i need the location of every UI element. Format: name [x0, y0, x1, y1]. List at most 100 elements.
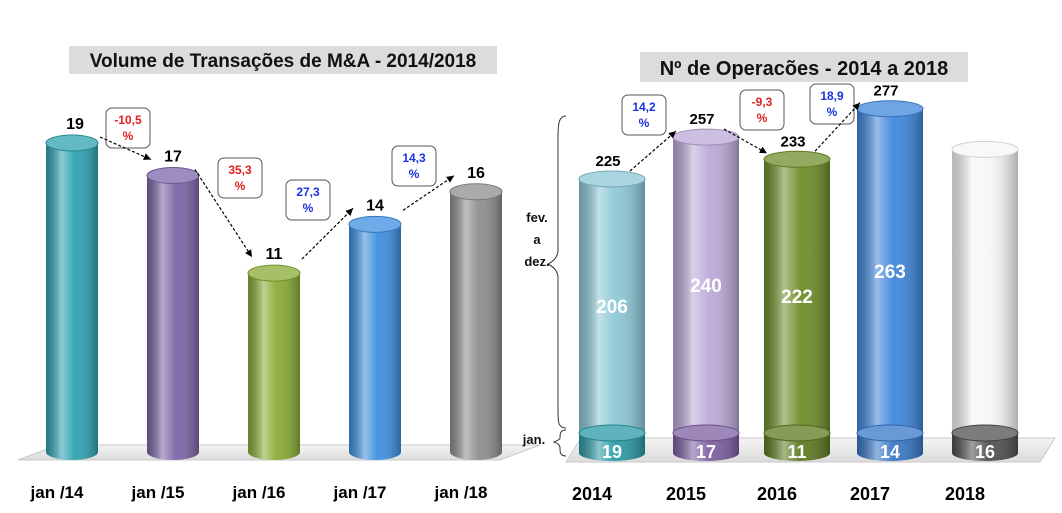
right-chart-title: Nº de Operacões - 2014 a 2018 [660, 58, 949, 80]
right-segment-label: 206 [596, 297, 628, 318]
right-bar-upper-2018-shading [952, 149, 1018, 441]
left-bar-jan15-top [146, 167, 200, 185]
right-total-label: 277 [873, 83, 898, 100]
left-value-label: 14 [366, 197, 384, 214]
right-x-tick: 2017 [850, 484, 890, 504]
left-bar-jan16-shading [248, 273, 300, 460]
right-bar-upper-2017 [856, 100, 924, 441]
left-change-3-value: 27,3 [296, 185, 320, 199]
left-bar-jan16-top [247, 264, 301, 282]
right-bar-upper-2014-shading [579, 179, 645, 441]
right-total-label: 233 [780, 133, 805, 150]
right-bar-jan-2018-top [951, 424, 1019, 442]
right-x-tick: 2015 [666, 484, 706, 504]
left-bar-jan14-shading [46, 143, 98, 460]
right-bar-upper-2014 [578, 170, 646, 441]
right-bar-jan-2018 [951, 424, 1019, 461]
right-bar-upper-2018-top [951, 140, 1019, 158]
bracket-label-a: a [533, 232, 541, 247]
left-chart-title: Volume de Transações de M&A - 2014/2018 [90, 51, 477, 72]
right-bar-jan-2017-top [856, 424, 924, 442]
right-change-2-percent: % [757, 111, 768, 125]
right-bar-jan-2014 [578, 424, 646, 461]
right-change-1-box [621, 94, 667, 136]
left-change-1-percent: % [123, 129, 134, 143]
left-value-label: 19 [66, 116, 84, 133]
left-bar-jan15 [146, 167, 200, 461]
right-change-3-percent: % [827, 105, 838, 119]
right-total-label: 225 [595, 153, 620, 170]
left-x-tick: jan /16 [232, 483, 286, 502]
left-change-4-value: 14,3 [402, 151, 426, 165]
right-bar-jan-2016-top [763, 424, 831, 442]
right-bar-upper-2015-shading [673, 137, 739, 441]
bracket-label-dez: dez. [524, 254, 549, 269]
bracket-label-jan: jan. [522, 432, 545, 447]
left-x-tick: jan /14 [30, 483, 84, 502]
left-bar-jan18-shading [450, 191, 502, 460]
left-bar-jan16 [247, 264, 301, 460]
right-x-tick: 2018 [945, 484, 985, 504]
right-bar-upper-2015 [672, 128, 740, 441]
left-bar-jan15-shading [147, 175, 199, 461]
right-x-tick: 2016 [757, 484, 797, 504]
right-segment-label: 240 [690, 276, 722, 297]
right-jan-label: 16 [975, 442, 995, 462]
left-change-1-value: -10,5 [114, 113, 142, 127]
jan-bracket [552, 429, 567, 457]
right-jan-label: 11 [787, 442, 806, 462]
right-change-3-arrow [814, 102, 861, 152]
right-bar-upper-2017-top [856, 100, 924, 118]
right-bar-jan-2016 [763, 424, 831, 461]
right-bar-jan-2015-top [672, 424, 740, 442]
left-x-tick: jan /15 [131, 483, 185, 502]
left-bar-jan17-top [348, 215, 402, 233]
bracket-label-fev: fev. [526, 210, 547, 225]
left-change-1-box [105, 107, 151, 149]
left-bar-jan18 [449, 183, 503, 460]
right-bar-upper-2016 [763, 150, 831, 441]
left-change-3-box [285, 179, 331, 221]
right-bar-upper-2014-top [578, 170, 646, 188]
left-value-label: 17 [164, 149, 182, 166]
left-change-4-arrow [402, 175, 455, 211]
right-chart-title-background [640, 52, 968, 82]
right-segment-label: 263 [874, 262, 906, 283]
left-change-3-arrow [301, 207, 354, 260]
left-chart-title-background [69, 46, 497, 74]
right-change-1-percent: % [639, 116, 650, 130]
right-bar-jan-2017 [856, 424, 924, 461]
left-x-tick: jan /18 [434, 483, 488, 502]
right-chart: Nº de Operacões - 2014 a 2018 fev. a dez… [522, 52, 1056, 504]
right-bar-jan-2014-top [578, 424, 646, 442]
left-change-4-box [391, 145, 437, 187]
right-bar-upper-2016-top [763, 150, 831, 168]
right-segment-label: 222 [781, 287, 813, 308]
left-change-1-arrow [99, 136, 152, 161]
left-change-2-percent: % [235, 179, 246, 193]
left-value-label: 16 [467, 165, 485, 182]
right-jan-label: 19 [602, 442, 622, 462]
left-bar-jan14-top [45, 134, 99, 152]
left-bar-jan17 [348, 215, 402, 460]
left-bar-jan14 [45, 134, 99, 460]
right-change-1-arrow [629, 130, 677, 172]
left-change-2-value: 35,3 [228, 163, 252, 177]
right-change-3-value: 18,9 [820, 89, 844, 103]
right-change-2-arrow [723, 128, 768, 154]
right-total-label: 257 [689, 111, 714, 128]
right-change-2-value: -9,3 [752, 95, 773, 109]
left-change-2-arrow [194, 169, 253, 258]
left-change-2-box [217, 157, 263, 199]
left-chart: Volume de Transações de M&A - 2014/2018 … [17, 46, 541, 502]
right-change-1-value: 14,2 [632, 100, 656, 114]
fev-dez-bracket [546, 115, 567, 429]
right-jan-label: 17 [696, 442, 716, 462]
left-value-label: 11 [266, 246, 283, 263]
right-bar-upper-2017-shading [857, 108, 923, 441]
right-bar-jan-2015 [672, 424, 740, 461]
right-x-tick: 2014 [572, 484, 612, 504]
right-bar-upper-2018 [951, 140, 1019, 441]
right-jan-label: 14 [880, 442, 900, 462]
